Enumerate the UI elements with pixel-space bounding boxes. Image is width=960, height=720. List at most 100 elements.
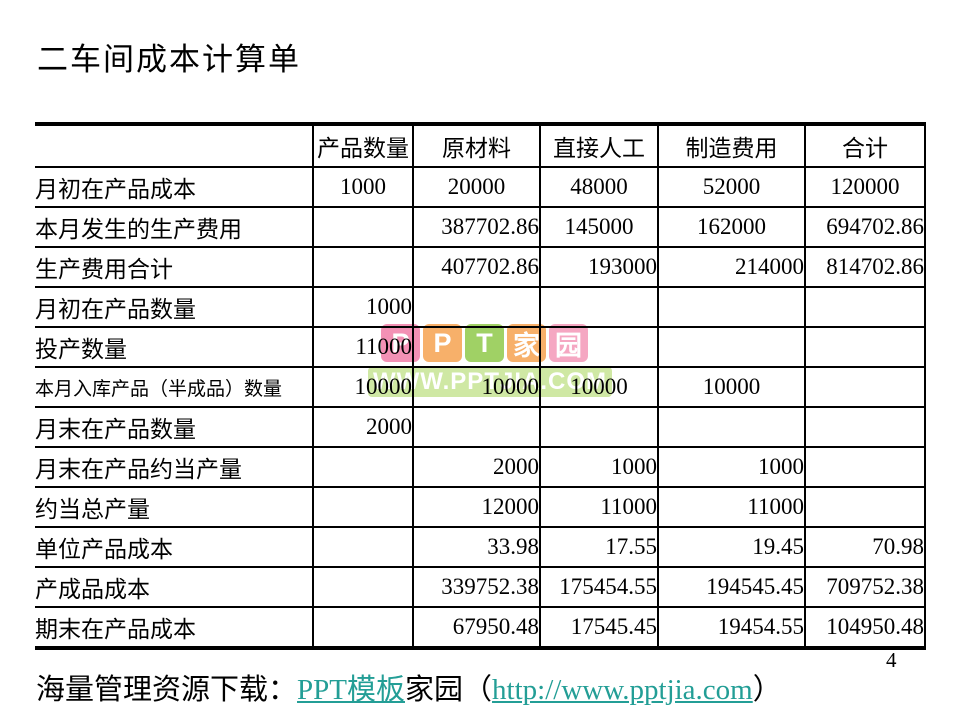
table-row: 本月入库产品（半成品）数量 10000 10000 10000 10000 [35, 367, 926, 407]
cost-table-container: 产品数量 原材料 直接人工 制造费用 合计 月初在产品成本 1000 20000 48… [35, 122, 926, 650]
table-cell: 48000 [539, 167, 658, 207]
table-cell: 1000 [312, 287, 413, 327]
table-cell [804, 407, 926, 447]
column-header-quantity: 产品数量 [312, 124, 413, 167]
row-label: 月初在产品成本 [35, 177, 196, 202]
table-cell [804, 327, 926, 367]
footer: 海量管理资源下载：PPT模板家园（http://www.pptjia.com） [36, 666, 782, 708]
table-cell: 145000 [539, 207, 658, 247]
table-cell: 67950.48 [412, 607, 540, 648]
table-cell [412, 327, 540, 367]
column-header-total: 合计 [804, 124, 926, 167]
table-cell: 52000 [657, 167, 805, 207]
table-cell [657, 407, 805, 447]
table-cell [539, 407, 658, 447]
row-label: 产成品成本 [35, 577, 150, 602]
table-cell: 20000 [412, 167, 540, 207]
table-cell: 387702.86 [412, 207, 540, 247]
table-cell: 1000 [657, 447, 805, 487]
page-title: 二车间成本计算单 [37, 42, 301, 77]
table-cell [312, 607, 413, 648]
table-cell [412, 287, 540, 327]
table-row: 月末在产品约当产量 2000 1000 1000 [35, 447, 926, 487]
row-label: 本月发生的生产费用 [35, 217, 242, 242]
table-cell: 19454.55 [657, 607, 805, 648]
table-cell: 10000 [312, 367, 413, 407]
cost-table: 产品数量 原材料 直接人工 制造费用 合计 月初在产品成本 1000 20000 48… [35, 122, 926, 650]
row-label: 单位产品成本 [35, 537, 173, 562]
table-cell [804, 447, 926, 487]
table-cell: 214000 [657, 247, 805, 287]
table-cell: 10000 [657, 367, 805, 407]
row-label: 月末在产品约当产量 [35, 457, 242, 482]
table-cell [312, 487, 413, 527]
row-label: 月初在产品数量 [35, 297, 196, 322]
table-cell: 162000 [657, 207, 805, 247]
table-cell: 2000 [312, 407, 413, 447]
table-cell: 11000 [657, 487, 805, 527]
table-cell: 2000 [412, 447, 540, 487]
table-cell: 11000 [539, 487, 658, 527]
table-cell [539, 327, 658, 367]
table-cell: 1000 [539, 447, 658, 487]
table-cell [539, 287, 658, 327]
footer-paren-open: （ [463, 674, 493, 706]
table-cell: 193000 [539, 247, 658, 287]
row-label: 期末在产品成本 [35, 617, 196, 642]
table-cell [312, 527, 413, 567]
table-cell: 104950.48 [804, 607, 926, 648]
table-cell [804, 487, 926, 527]
table-cell: 175454.55 [539, 567, 658, 607]
table-cell: 17.55 [539, 527, 658, 567]
table-cell [657, 327, 805, 367]
column-header-blank [35, 124, 313, 167]
table-cell [657, 287, 805, 327]
table-cell: 814702.86 [804, 247, 926, 287]
cost-table-body: 月初在产品成本 1000 20000 48000 52000 120000 本月发生的生产费… [35, 167, 926, 648]
column-header-raw-material: 原材料 [412, 124, 540, 167]
footer-text-prefix: 海量管理资源下载： [36, 674, 298, 706]
table-row: 产成品成本 339752.38 175454.55 194545.45 709752.3… [35, 567, 926, 607]
column-header-direct-labor: 直接人工 [539, 124, 658, 167]
table-cell: 1000 [312, 167, 413, 207]
table-cell: 70.98 [804, 527, 926, 567]
table-cell: 10000 [539, 367, 658, 407]
table-row: 约当总产量 12000 11000 11000 [35, 487, 926, 527]
row-label: 本月入库产品（半成品）数量 [35, 378, 283, 400]
table-cell: 194545.45 [657, 567, 805, 607]
table-cell: 339752.38 [412, 567, 540, 607]
footer-text-home: 家园 [405, 674, 464, 706]
table-row: 期末在产品成本 67950.48 17545.45 19454.55 104950.48 [35, 607, 926, 648]
table-row: 本月发生的生产费用 387702.86 145000 162000 694702.86 [35, 207, 926, 247]
table-cell [312, 447, 413, 487]
table-cell: 17545.45 [539, 607, 658, 648]
ppt-template-link[interactable]: PPT模板 [297, 674, 405, 706]
table-cell: 11000 [312, 327, 413, 367]
table-cell [312, 207, 413, 247]
table-cell [312, 247, 413, 287]
table-row: 月初在产品成本 1000 20000 48000 52000 120000 [35, 167, 926, 207]
table-cell: 694702.86 [804, 207, 926, 247]
table-cell: 709752.38 [804, 567, 926, 607]
table-cell [312, 567, 413, 607]
table-cell: 10000 [412, 367, 540, 407]
table-row: 生产费用合计 407702.86 193000 214000 814702.86 [35, 247, 926, 287]
table-cell: 19.45 [657, 527, 805, 567]
footer-paren-close: ） [752, 674, 782, 706]
table-row: 月初在产品数量 1000 [35, 287, 926, 327]
table-cell: 33.98 [412, 527, 540, 567]
row-label: 约当总产量 [35, 497, 150, 522]
column-header-manufacturing-cost: 制造费用 [657, 124, 805, 167]
table-cell: 120000 [804, 167, 926, 207]
row-label: 投产数量 [35, 337, 127, 362]
table-row: 月末在产品数量 2000 [35, 407, 926, 447]
table-cell: 407702.86 [412, 247, 540, 287]
table-row: 投产数量 11000 [35, 327, 926, 367]
row-label: 生产费用合计 [35, 257, 173, 282]
page-number: 4 [886, 648, 897, 672]
table-cell: 12000 [412, 487, 540, 527]
row-label: 月末在产品数量 [35, 417, 196, 442]
table-header-row: 产品数量 原材料 直接人工 制造费用 合计 [35, 124, 926, 167]
pptjia-url-link[interactable]: http://www.pptjia.com [492, 674, 753, 706]
